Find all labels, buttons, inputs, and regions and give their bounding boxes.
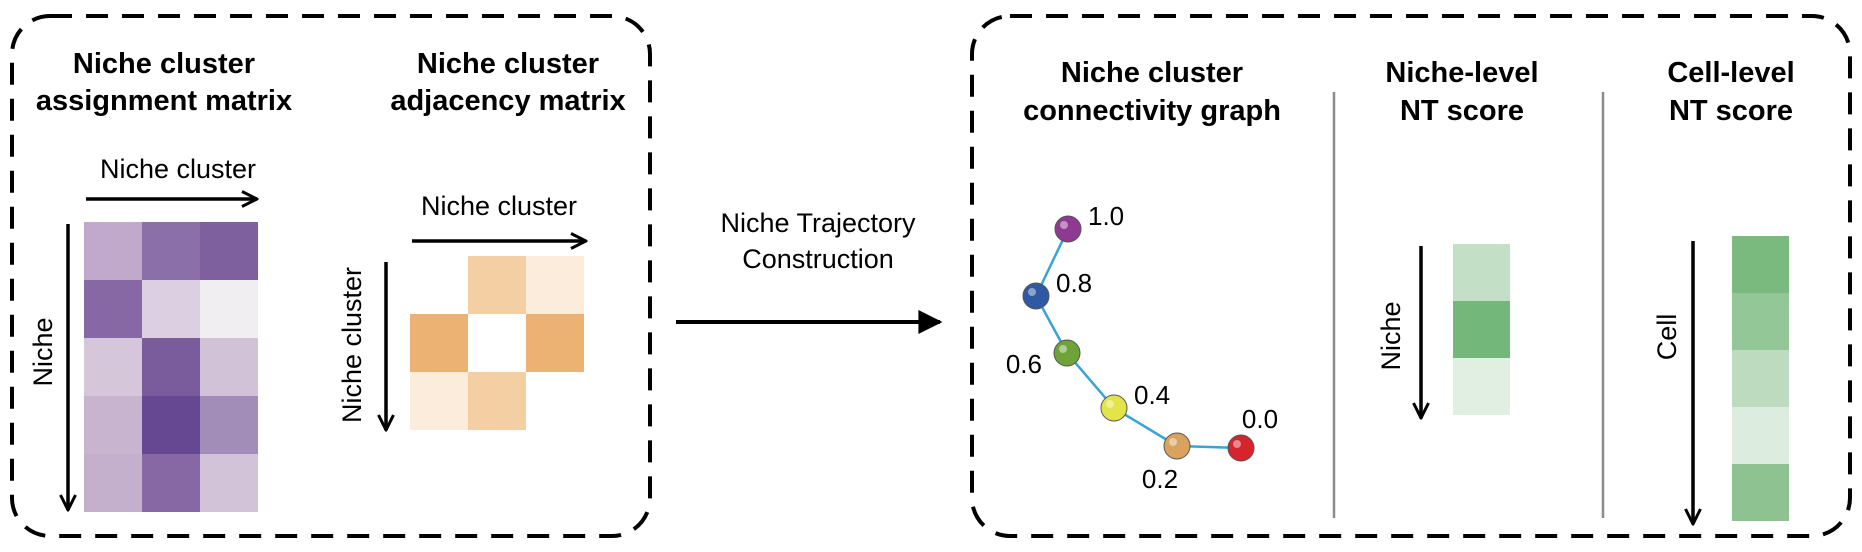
niche-level-title-line2: NT score: [1400, 95, 1524, 127]
adjacency-matrix-cell-r2-c0: [410, 372, 468, 430]
cell-level-title-line1: Cell-level: [1667, 57, 1794, 89]
graph-title-line1: Niche cluster: [1061, 57, 1243, 89]
graph-node-highlight: [1059, 345, 1067, 353]
adjacency-matrix-cell-r0-c1: [468, 256, 526, 314]
graph-node-0.8: [1022, 282, 1050, 310]
middle-arrow-label-line2: Construction: [742, 244, 894, 274]
assignment-matrix-cell-r4-c1: [142, 454, 200, 512]
graph-title-line2: connectivity graph: [1023, 95, 1281, 127]
assignment-matrix-cell-r0-c1: [142, 222, 200, 280]
assignment-title-line1: Niche cluster: [73, 48, 255, 80]
assignment-col-axis-label: Niche cluster: [100, 154, 256, 184]
niche-level-score-cell-2: [1453, 358, 1510, 415]
graph-node-0.6: [1053, 339, 1081, 367]
niche-level-score-cell-1: [1453, 301, 1510, 358]
adjacency-matrix-cell-r0-c0: [410, 256, 468, 314]
graph-node-1.0: [1054, 215, 1082, 243]
left-panel-border: [10, 14, 652, 538]
graph-node-highlight: [1106, 400, 1114, 408]
cell-level-score-cell-4: [1732, 464, 1789, 521]
assignment-matrix-cell-r0-c2: [200, 222, 258, 280]
assignment-row-axis-label: Niche: [28, 317, 58, 386]
adjacency-matrix-cell-r2-c2: [526, 372, 584, 430]
niche-level-axis-label: Niche: [1376, 301, 1406, 370]
assignment-matrix-cell-r2-c2: [200, 338, 258, 396]
adjacency-matrix-cell-r1-c2: [526, 314, 584, 372]
adjacency-row-axis-label: Niche cluster: [337, 267, 367, 423]
graph-node-0.2: [1163, 432, 1191, 460]
adjacency-col-axis-label: Niche cluster: [421, 191, 577, 221]
assignment-matrix-cell-r3-c2: [200, 396, 258, 454]
graph-node-label-0.6: 0.6: [1006, 349, 1042, 379]
assignment-matrix-cell-r4-c0: [84, 454, 142, 512]
cell-level-score-cell-1: [1732, 293, 1789, 350]
graph-node-label-0.4: 0.4: [1134, 380, 1170, 410]
adjacency-title-line1: Niche cluster: [417, 48, 599, 80]
adjacency-matrix: [410, 256, 584, 430]
cell-level-score-cell-0: [1732, 236, 1789, 293]
assignment-matrix-cell-r3-c1: [142, 396, 200, 454]
cell-level-score-cell-2: [1732, 350, 1789, 407]
graph-node-label-0.0: 0.0: [1242, 404, 1278, 434]
middle-arrow-label-line1: Niche Trajectory: [720, 208, 916, 238]
niche-level-title-line1: Niche-level: [1385, 57, 1538, 89]
niche-level-score-bar: [1453, 244, 1510, 415]
graph-node-label-0.2: 0.2: [1142, 464, 1178, 494]
cell-level-score-bar: [1732, 236, 1789, 521]
graph-node-highlight: [1233, 440, 1241, 448]
assignment-matrix-cell-r4-c2: [200, 454, 258, 512]
assignment-title-line2: assignment matrix: [36, 85, 292, 117]
connectivity-graph: 1.0 0.8 0.6 0.4 0.2 0.0: [1006, 201, 1278, 494]
assignment-matrix-cell-r1-c1: [142, 280, 200, 338]
assignment-matrix-cell-r0-c0: [84, 222, 142, 280]
graph-node-0.0: [1227, 434, 1255, 462]
assignment-matrix: [84, 222, 258, 512]
graph-node-0.4: [1100, 394, 1128, 422]
adjacency-title-line2: adjacency matrix: [390, 85, 625, 117]
assignment-matrix-cell-r2-c1: [142, 338, 200, 396]
assignment-matrix-cell-r3-c0: [84, 396, 142, 454]
graph-node-highlight: [1060, 221, 1068, 229]
adjacency-matrix-cell-r1-c1: [468, 314, 526, 372]
adjacency-matrix-cell-r2-c1: [468, 372, 526, 430]
graph-node-highlight: [1169, 438, 1177, 446]
graph-node-label-1.0: 1.0: [1088, 201, 1124, 231]
assignment-matrix-cell-r1-c2: [200, 280, 258, 338]
right-panel-border: [970, 14, 1852, 538]
cell-level-title-line2: NT score: [1669, 95, 1793, 127]
niche-level-score-cell-0: [1453, 244, 1510, 301]
adjacency-matrix-cell-r0-c2: [526, 256, 584, 314]
assignment-matrix-cell-r2-c0: [84, 338, 142, 396]
cell-level-score-cell-3: [1732, 407, 1789, 464]
cell-level-axis-label: Cell: [1652, 314, 1682, 361]
graph-node-highlight: [1028, 288, 1036, 296]
assignment-matrix-cell-r1-c0: [84, 280, 142, 338]
graph-node-label-0.8: 0.8: [1056, 268, 1092, 298]
adjacency-matrix-cell-r1-c0: [410, 314, 468, 372]
